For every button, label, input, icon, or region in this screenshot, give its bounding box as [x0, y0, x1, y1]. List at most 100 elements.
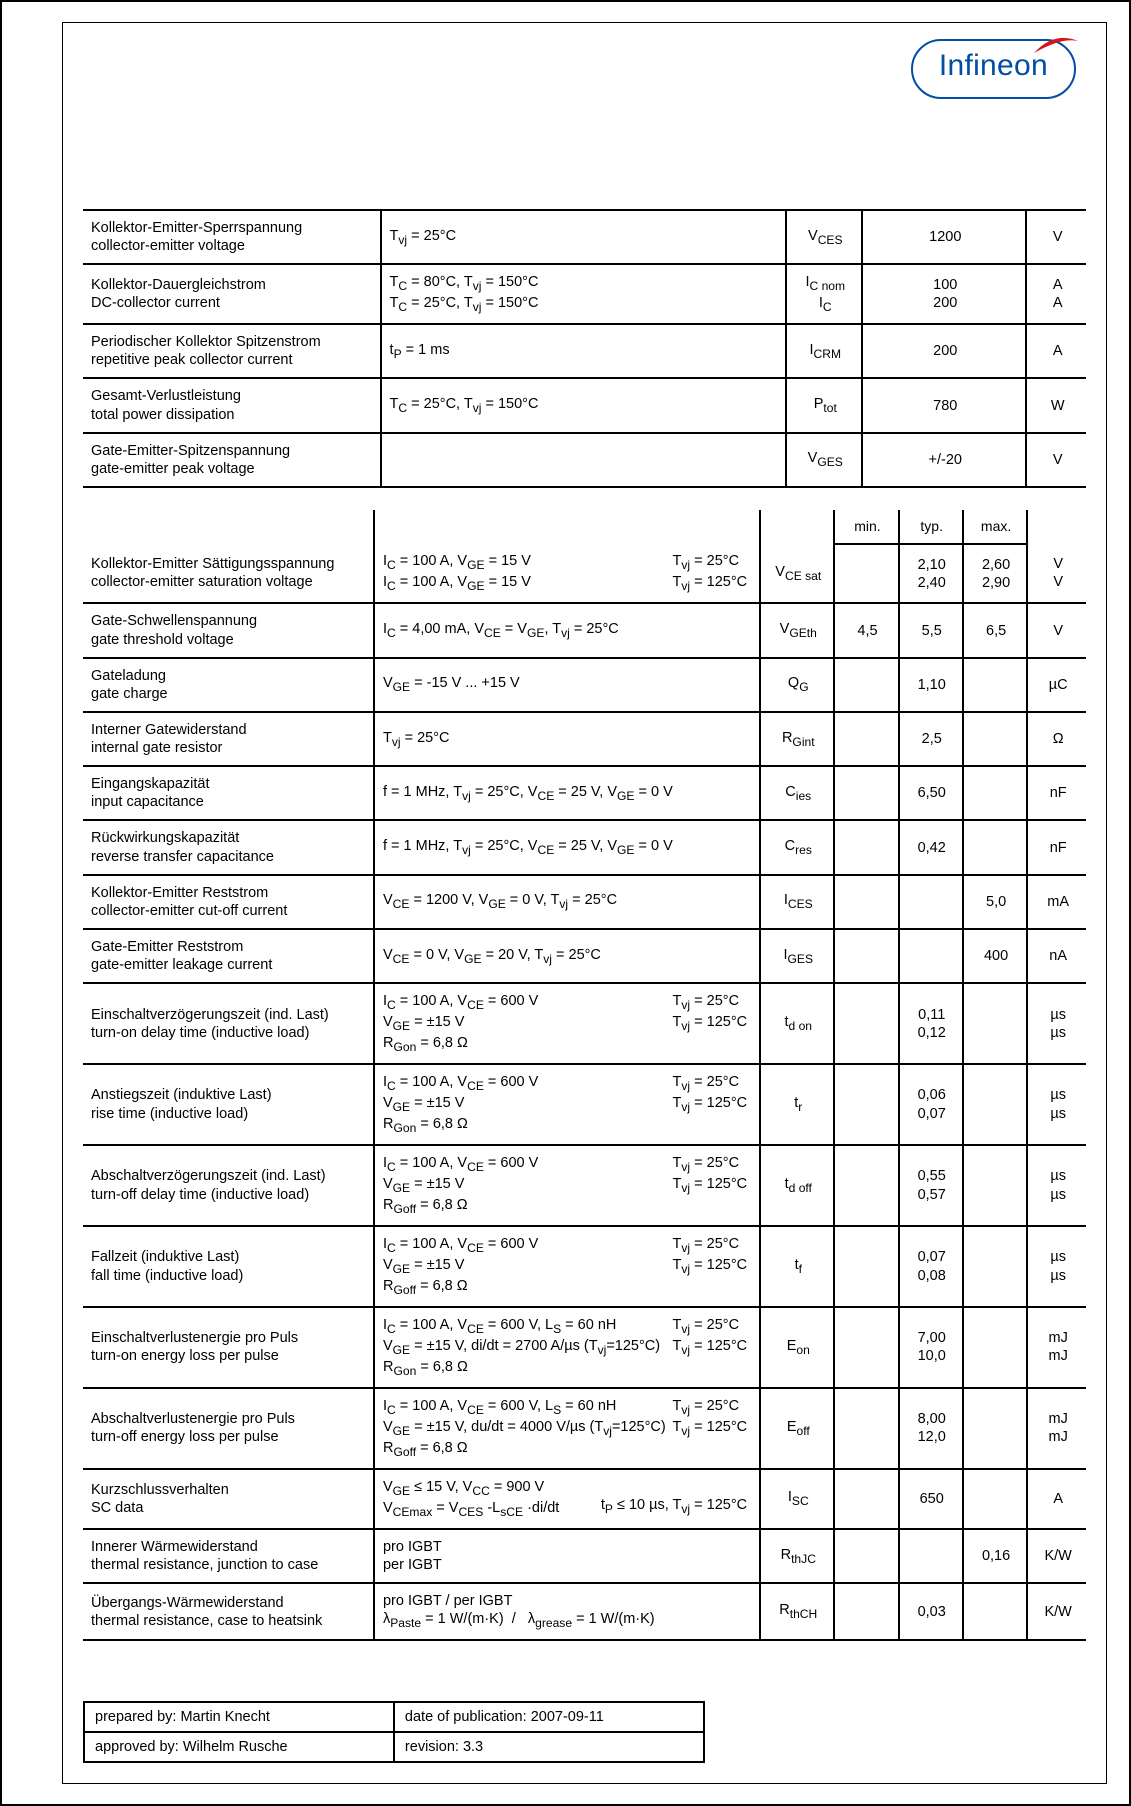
spec2-sym: Cres	[760, 820, 834, 874]
spec2-cond-left: IC = 100 A, VCE = 600 V, LS = 60 nHVGE =…	[383, 1397, 666, 1460]
spec2-cond-right: Tvj = 25°CTvj = 125°C	[673, 992, 754, 1034]
spec2-row: Innerer Wärmewiderstandthermal resistanc…	[83, 1529, 1086, 1583]
spec1-sym: IC nomIC	[786, 264, 862, 324]
spec1-row: Kollektor-DauergleichstromDC-collector c…	[83, 264, 1086, 324]
spec2-unit: µsµs	[1027, 1145, 1086, 1226]
spec2-typ	[899, 1529, 963, 1583]
date-value: 2007-09-11	[531, 1709, 604, 1725]
spec2-typ: 0,070,08	[899, 1226, 963, 1307]
hdr-blank2	[374, 510, 760, 545]
spec-table-2: min.typ.max.Kollektor-Emitter Sättigungs…	[83, 510, 1086, 1641]
spec2-max: 400	[963, 929, 1027, 983]
spec2-min	[834, 544, 898, 603]
spec2-cond-right: Tvj = 25°CTvj = 125°C	[673, 1235, 754, 1277]
spec2-cond-left: IC = 100 A, VCE = 600 V, LS = 60 nHVGE =…	[383, 1316, 660, 1379]
spec2-min	[834, 929, 898, 983]
spec2-sym: IGES	[760, 929, 834, 983]
spec1-label: Kollektor-DauergleichstromDC-collector c…	[83, 264, 381, 324]
spec2-typ: 2,102,40	[899, 544, 963, 603]
spec1-cond: Tvj = 25°C	[381, 210, 787, 264]
spec2-typ: 0,110,12	[899, 983, 963, 1064]
spec2-cond-right: Tvj = 25°CTvj = 125°C	[673, 552, 754, 594]
spec2-max: 0,16	[963, 1529, 1027, 1583]
logo-wrap: Infineon	[83, 39, 1086, 99]
spec1-unit: V	[1026, 210, 1086, 264]
spec2-cond-left: VGE = -15 V ... +15 V	[383, 674, 520, 695]
spec2-max: 5,0	[963, 875, 1027, 929]
rev-value: 3.3	[463, 1739, 483, 1755]
spec2-row: Einschaltverzögerungszeit (ind. Last)tur…	[83, 983, 1086, 1064]
footer-meta: prepared by: Martin Knecht date of publi…	[83, 1701, 705, 1763]
hdr-blank1	[83, 510, 374, 545]
spec2-min	[834, 712, 898, 766]
spec1-cond: TC = 25°C, Tvj = 150°C	[381, 378, 787, 432]
spec2-cond: VCE = 1200 V, VGE = 0 V, Tvj = 25°C	[374, 875, 760, 929]
spec2-unit: mJmJ	[1027, 1307, 1086, 1388]
spec2-cond: IC = 100 A, VCE = 600 V, LS = 60 nHVGE =…	[374, 1307, 760, 1388]
spec1-val: 780	[862, 378, 1026, 432]
spec2-cond: IC = 100 A, VCE = 600 VVGE = ±15 VRGoff …	[374, 1145, 760, 1226]
spec2-cond: IC = 4,00 mA, VCE = VGE, Tvj = 25°C	[374, 603, 760, 657]
spec2-typ: 1,10	[899, 658, 963, 712]
spec2-label: Abschaltverlustenergie pro Pulsturn-off …	[83, 1388, 374, 1469]
spec2-cond: VGE = -15 V ... +15 V	[374, 658, 760, 712]
spec2-row: Abschaltverlustenergie pro Pulsturn-off …	[83, 1388, 1086, 1469]
spec2-cond-left: VCE = 0 V, VGE = 20 V, Tvj = 25°C	[383, 946, 601, 967]
spec2-unit: nA	[1027, 929, 1086, 983]
spec2-cond-left: IC = 100 A, VCE = 600 VVGE = ±15 VRGoff …	[383, 1235, 538, 1298]
spec2-label: Innerer Wärmewiderstandthermal resistanc…	[83, 1529, 374, 1583]
spec2-min	[834, 1226, 898, 1307]
spec2-max	[963, 658, 1027, 712]
spec1-label: Gesamt-Verlustleistungtotal power dissip…	[83, 378, 381, 432]
spec2-sym: ISC	[760, 1469, 834, 1529]
spec1-unit: V	[1026, 433, 1086, 487]
logo-swoosh-icon	[1032, 35, 1080, 57]
spec2-sym: Eoff	[760, 1388, 834, 1469]
spec2-typ: 2,5	[899, 712, 963, 766]
spec2-sym: VCE sat	[760, 544, 834, 603]
spec2-cond-left: Tvj = 25°C	[383, 729, 450, 750]
spec2-row: Gate-Emitter Reststromgate-emitter leaka…	[83, 929, 1086, 983]
spec2-max: 6,5	[963, 603, 1027, 657]
spec2-unit: K/W	[1027, 1583, 1086, 1640]
spec2-min	[834, 1145, 898, 1226]
spec2-max	[963, 1388, 1027, 1469]
spec2-max	[963, 712, 1027, 766]
hdr-min: min.	[834, 510, 898, 545]
spec2-unit: µC	[1027, 658, 1086, 712]
spec2-typ: 0,060,07	[899, 1064, 963, 1145]
spec2-cond-right: Tvj = 25°CTvj = 125°C	[673, 1397, 754, 1439]
spec2-sym: QG	[760, 658, 834, 712]
spec2-cond-left: f = 1 MHz, Tvj = 25°C, VCE = 25 V, VGE =…	[383, 837, 673, 858]
spec2-cond: IC = 100 A, VCE = 600 VVGE = ±15 VRGoff …	[374, 1226, 760, 1307]
spec1-sym: ICRM	[786, 324, 862, 378]
spec2-sym: Eon	[760, 1307, 834, 1388]
spec2-sym: td off	[760, 1145, 834, 1226]
spec2-cond-left: IC = 100 A, VGE = 15 VIC = 100 A, VGE = …	[383, 552, 531, 594]
spec2-cond: IC = 100 A, VCE = 600 V, LS = 60 nHVGE =…	[374, 1388, 760, 1469]
spec2-sym: ICES	[760, 875, 834, 929]
spec2-sym: tr	[760, 1064, 834, 1145]
spec1-val: +/-20	[862, 433, 1026, 487]
spec2-cond-left: f = 1 MHz, Tvj = 25°C, VCE = 25 V, VGE =…	[383, 783, 673, 804]
spec1-val: 1200	[862, 210, 1026, 264]
spec2-typ	[899, 875, 963, 929]
spec2-cond-right: tP ≤ 10 µs, Tvj = 125°C	[601, 1478, 753, 1517]
spec2-label: Eingangskapazitätinput capacitance	[83, 766, 374, 820]
spec2-label: Rückwirkungskapazitätreverse transfer ca…	[83, 820, 374, 874]
date-label: date of publication:	[405, 1709, 527, 1725]
approved-by-cell: approved by: Wilhelm Rusche	[84, 1732, 394, 1762]
spec2-typ: 0,03	[899, 1583, 963, 1640]
spec2-unit: K/W	[1027, 1529, 1086, 1583]
spec2-row: Gate-Schwellenspannunggate threshold vol…	[83, 603, 1086, 657]
spec2-row: Eingangskapazitätinput capacitance f = 1 …	[83, 766, 1086, 820]
date-cell: date of publication: 2007-09-11	[394, 1702, 704, 1732]
spec2-label: Kollektor-Emitter Sättigungsspannungcoll…	[83, 544, 374, 603]
spec2-label: Gate-Schwellenspannunggate threshold vol…	[83, 603, 374, 657]
spec2-typ: 6,50	[899, 766, 963, 820]
spec2-max	[963, 983, 1027, 1064]
spec2-row: Gateladunggate chargeVGE = -15 V ... +15…	[83, 658, 1086, 712]
inner-frame: Infineon Kollektor-Emitter-Sperrspannung…	[62, 22, 1107, 1784]
spec2-cond: IC = 100 A, VCE = 600 VVGE = ±15 VRGon =…	[374, 1064, 760, 1145]
spec2-typ: 0,550,57	[899, 1145, 963, 1226]
